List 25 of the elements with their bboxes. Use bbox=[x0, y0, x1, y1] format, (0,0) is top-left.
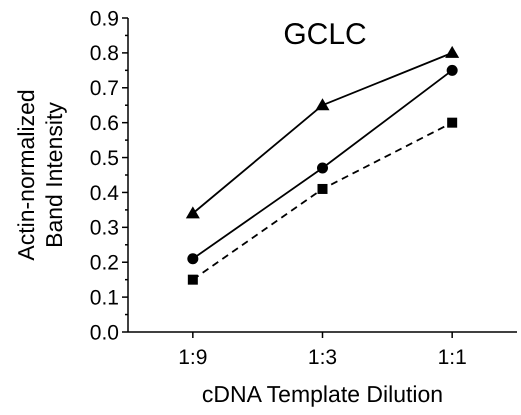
text: 0.0 bbox=[90, 321, 119, 344]
point bbox=[446, 64, 458, 76]
point bbox=[316, 98, 330, 110]
point bbox=[445, 46, 460, 58]
y-tick-label: 0.7 bbox=[90, 77, 119, 100]
y-tick-label: 0.9 bbox=[90, 7, 119, 30]
x-tick-label: 1:3 bbox=[308, 346, 338, 369]
chart-title: GCLC bbox=[283, 18, 367, 51]
x-tick-label: 1:9 bbox=[178, 346, 208, 369]
y-tick-label: 0.4 bbox=[90, 182, 120, 205]
point bbox=[447, 118, 458, 128]
point bbox=[318, 184, 328, 194]
y-axis-title: Actin-normalized Band Intensity bbox=[13, 89, 67, 261]
y-tick-label: 0.1 bbox=[90, 286, 119, 310]
y-tick-label: 0.8 bbox=[90, 42, 119, 66]
y-tick-label: 0.3 bbox=[90, 216, 119, 240]
x-axis-title: cDNA Template Dilution bbox=[202, 381, 444, 407]
point bbox=[188, 274, 198, 285]
point bbox=[317, 162, 328, 174]
x-tick-label: 1:1 bbox=[438, 346, 467, 369]
point bbox=[186, 206, 200, 218]
y-tick-label: 0.2 bbox=[90, 252, 119, 275]
y-tick-label: 0.6 bbox=[90, 112, 119, 136]
point bbox=[187, 253, 198, 264]
y-tick-label: 0.5 bbox=[90, 146, 119, 170]
